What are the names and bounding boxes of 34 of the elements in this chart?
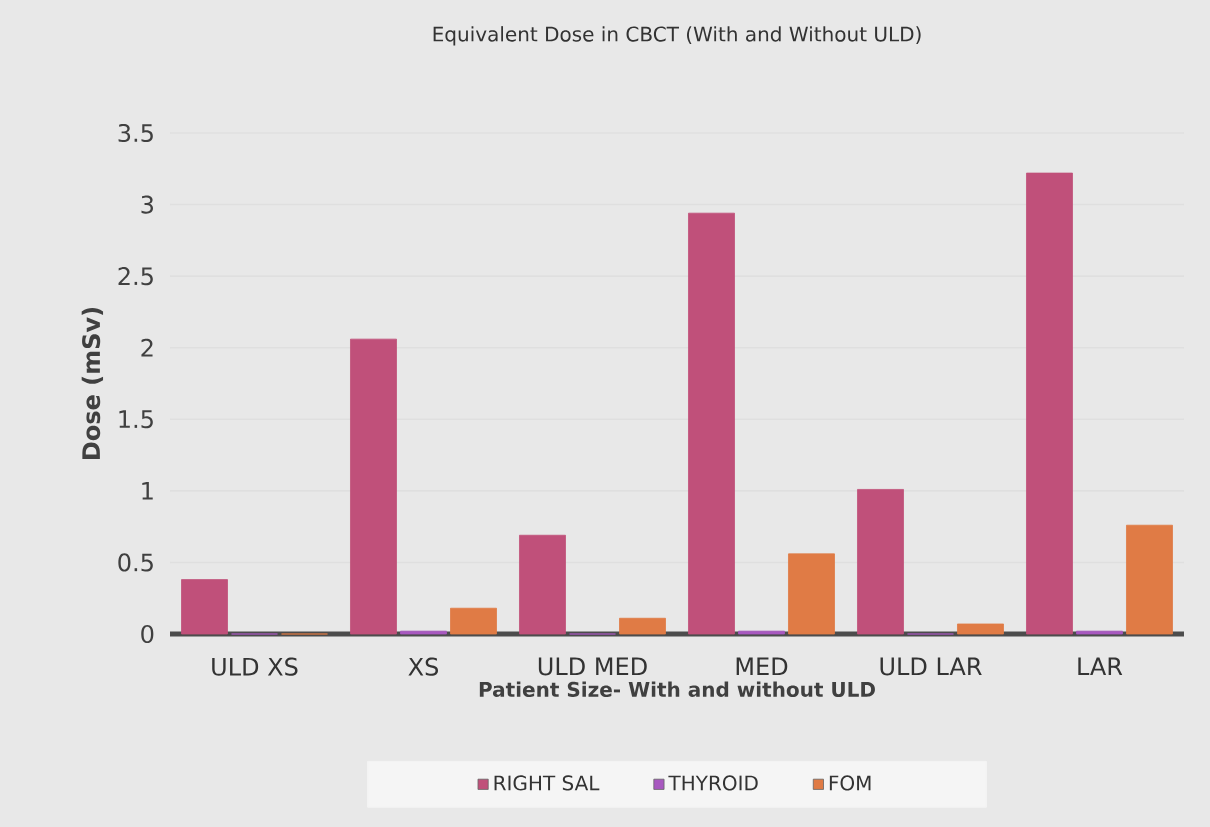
x-tick-label: LAR [1078,657,1123,676]
legend-label: RIGHT SAL [494,775,600,791]
y-tick-label: 0.5 [118,553,153,572]
bar [619,617,666,635]
x-tick-label: XS [408,657,438,676]
bar [1126,524,1173,635]
bar [688,212,735,635]
x-tick-label: ULD XS [212,657,298,676]
y-tick-label: 1.5 [119,410,153,429]
y-tick-label: 0 [141,624,154,644]
bar [400,630,447,635]
y-axis-title: Dose (mSv) [81,307,104,459]
y-tick-label: 2.5 [118,267,153,286]
bar [519,534,566,635]
bar [957,623,1004,635]
chart-title: Equivalent Dose in CBCT (With and Without ULD) [433,26,921,46]
x-tick-label: ULD LAR [880,657,982,676]
y-tick-label: 3 [141,195,153,214]
legend-label: FOM [829,775,871,791]
legend-label: THYROID [668,775,758,791]
x-tick-label: MED [736,657,788,676]
y-tick-label: 2 [141,338,153,357]
y-tick-label: 3.5 [118,123,153,143]
bar [1076,630,1123,635]
bar [788,553,835,635]
y-tick-label: 1 [142,482,153,500]
bar [857,489,904,635]
x-axis-title: Patient Size- With and without ULD [479,681,875,697]
bar [350,338,397,635]
bar [1026,172,1073,635]
x-tick-label: ULD MED [538,657,647,676]
bar [450,607,497,635]
bar [181,579,228,635]
bar [738,630,785,635]
